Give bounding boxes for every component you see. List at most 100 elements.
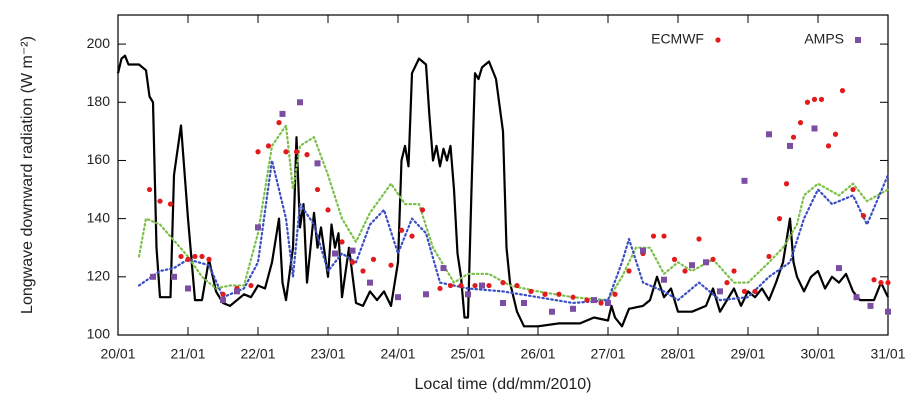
ecmwf-point bbox=[419, 207, 426, 213]
amps-point bbox=[766, 131, 772, 138]
x-tick-label: 26/01 bbox=[520, 346, 555, 362]
ecmwf-point bbox=[860, 213, 867, 219]
x-tick-label: 31/01 bbox=[870, 346, 905, 362]
amps-point bbox=[661, 276, 667, 283]
ecmwf-point bbox=[500, 280, 506, 286]
amps-point bbox=[717, 288, 723, 295]
ecmwf-point bbox=[325, 207, 331, 213]
amps-point bbox=[787, 142, 793, 149]
y-tick-label: 160 bbox=[87, 151, 111, 167]
ecmwf-point bbox=[811, 96, 818, 102]
amps-point bbox=[703, 259, 709, 266]
amps-point bbox=[853, 294, 860, 301]
ecmwf-point bbox=[157, 198, 163, 204]
ecmwf-point bbox=[528, 288, 534, 294]
ecmwf-point bbox=[199, 253, 205, 260]
ecmwf-point bbox=[766, 253, 772, 260]
ecmwf-point bbox=[776, 216, 783, 222]
amps-point bbox=[605, 300, 611, 306]
ecmwf-point bbox=[192, 253, 198, 260]
x-tick-label: 29/01 bbox=[730, 346, 765, 362]
ecmwf-point bbox=[556, 291, 562, 297]
ecmwf-point bbox=[570, 294, 576, 300]
ecmwf-point bbox=[293, 149, 300, 155]
y-axis-title: Longwave downward radiation (W m⁻²) bbox=[19, 36, 36, 314]
amps-point bbox=[836, 265, 842, 272]
amps-point bbox=[440, 265, 447, 272]
ecmwf-point bbox=[804, 99, 811, 105]
y-tick-label: 180 bbox=[87, 93, 111, 109]
ecmwf-point bbox=[472, 282, 478, 289]
ecmwf-point bbox=[783, 181, 790, 187]
amps-point bbox=[185, 285, 191, 292]
ecmwf-point bbox=[626, 268, 632, 274]
ecmwf-point bbox=[885, 280, 891, 286]
ecmwf-point bbox=[283, 149, 289, 155]
ecmwf-point bbox=[832, 131, 839, 137]
y-tick-label: 140 bbox=[87, 209, 111, 225]
ecmwf-point bbox=[871, 277, 877, 283]
amps-point bbox=[867, 302, 874, 309]
ecmwf-point bbox=[206, 256, 212, 262]
amps-point bbox=[332, 250, 338, 257]
ecmwf-point bbox=[255, 149, 261, 155]
ecmwf-point bbox=[486, 282, 492, 289]
ecmwf-point bbox=[388, 262, 394, 268]
ecmwf-point bbox=[797, 120, 804, 126]
plot-frame bbox=[117, 14, 889, 336]
amps-point bbox=[314, 160, 321, 167]
ecmwf-point bbox=[349, 259, 356, 265]
legend-marker bbox=[855, 37, 861, 43]
y-tick-label: 200 bbox=[87, 35, 111, 51]
x-tick-label: 21/01 bbox=[170, 346, 205, 362]
ecmwf-point bbox=[671, 256, 678, 262]
ecmwf-point bbox=[598, 300, 604, 306]
ecmwf-point bbox=[650, 233, 657, 239]
ecmwf-point bbox=[437, 285, 443, 292]
x-tick-label: 30/01 bbox=[800, 346, 835, 362]
ecmwf-point bbox=[682, 268, 688, 274]
legend-marker bbox=[715, 37, 721, 43]
x-tick-label: 25/01 bbox=[450, 346, 485, 362]
amps-point bbox=[465, 291, 471, 298]
y-tick-label: 120 bbox=[87, 268, 111, 284]
x-tick-label: 27/01 bbox=[590, 346, 625, 362]
amps-point bbox=[521, 300, 527, 306]
amps-point bbox=[150, 273, 156, 280]
ecmwf-point bbox=[360, 268, 366, 274]
ecmwf-point bbox=[661, 233, 667, 239]
x-tick-label: 24/01 bbox=[380, 346, 415, 362]
amps-point bbox=[171, 273, 177, 280]
legend-label: AMPS bbox=[804, 31, 844, 47]
ecmwf-point bbox=[178, 253, 184, 260]
ecmwf-point bbox=[724, 280, 730, 286]
ecmwf-point bbox=[542, 291, 548, 297]
amps-point bbox=[423, 291, 429, 298]
ecmwf-point bbox=[304, 152, 310, 158]
amps-point bbox=[591, 297, 597, 304]
amps-point bbox=[234, 288, 240, 295]
amps-point bbox=[811, 125, 818, 132]
ecmwf-point bbox=[752, 288, 758, 294]
amps-point bbox=[500, 300, 506, 306]
ecmwf-point bbox=[818, 96, 825, 102]
ecmwf-point bbox=[741, 288, 748, 294]
x-tick-label: 22/01 bbox=[240, 346, 275, 362]
amps-point bbox=[367, 279, 373, 286]
amps-point bbox=[741, 177, 748, 184]
amps-point bbox=[279, 110, 286, 117]
amps-point bbox=[479, 282, 485, 289]
ecmwf-point bbox=[612, 291, 618, 297]
amps-point bbox=[570, 305, 576, 312]
ecmwf-point bbox=[825, 143, 832, 149]
x-tick-label: 20/01 bbox=[100, 346, 135, 362]
ecmwf-point bbox=[514, 282, 520, 289]
amps-point bbox=[689, 262, 695, 269]
ecmwf-point bbox=[878, 280, 884, 286]
amps-point bbox=[220, 297, 226, 304]
ecmwf-point bbox=[710, 256, 716, 262]
legend-label: ECMWF bbox=[651, 31, 704, 47]
ecmwf-point bbox=[276, 120, 282, 126]
ecmwf-point bbox=[185, 256, 191, 262]
